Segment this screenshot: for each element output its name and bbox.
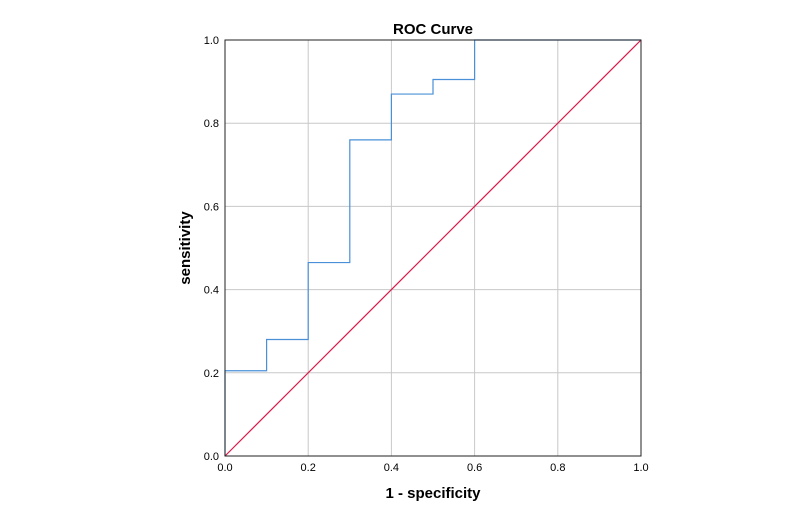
x-tick-label: 0.2 [301,462,316,474]
chart-title: ROC Curve [393,21,473,38]
y-tick-label: 0.2 [204,368,219,380]
reference-diagonal-line [224,39,642,457]
y-tick-label: 0.4 [204,285,219,297]
y-tick-label: 1.0 [204,35,219,47]
y-axis-title: sensitivity [177,211,194,285]
x-axis-title: 1 - specificity [385,485,481,502]
y-tick-label: 0.6 [204,201,219,213]
x-tick-label: 0.6 [467,462,482,474]
plot-frame [224,39,642,457]
x-tick-label: 1.0 [633,462,648,474]
y-tick-label: 0.8 [204,118,219,130]
series-lines [224,39,642,457]
y-tick-label: 0.0 [204,451,219,463]
x-tick-label: 0.4 [384,462,399,474]
x-tick-label: 0.8 [550,462,565,474]
x-tick-label: 0.0 [217,462,232,474]
y-tick-labels: 0.0 0.2 0.4 0.6 0.8 1.0 [204,35,219,463]
x-tick-labels: 0.0 0.2 0.4 0.6 0.8 1.0 [217,462,648,474]
roc-curve-line [224,39,641,456]
